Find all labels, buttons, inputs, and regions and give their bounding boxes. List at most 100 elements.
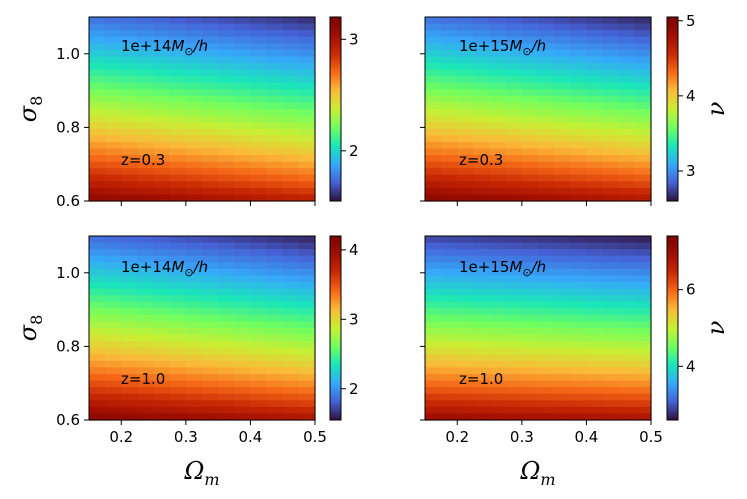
heatmap-cell: [457, 122, 475, 130]
heatmap-cell: [441, 334, 458, 342]
heatmap-cell: [634, 367, 652, 375]
heatmap-cell: [505, 95, 523, 104]
heatmap-cell: [505, 161, 523, 169]
heatmap-cell: [473, 155, 491, 163]
heatmap-cell: [298, 314, 316, 323]
heatmap-cell: [489, 174, 507, 182]
heatmap-cell: [169, 328, 187, 336]
heatmap-cell: [202, 374, 219, 382]
heatmap-cell: [489, 63, 507, 71]
heatmap-cell: [250, 262, 268, 270]
heatmap-cell: [218, 89, 235, 97]
heatmap-cell: [185, 155, 203, 163]
heatmap-cell: [169, 393, 187, 401]
heatmap-cell: [218, 82, 235, 90]
heatmap-cell: [586, 89, 604, 97]
heatmap-cell: [570, 109, 588, 117]
heatmap-cell: [185, 334, 203, 342]
heatmap-cell: [570, 122, 588, 130]
heatmap-cell: [505, 406, 523, 415]
heatmap-cell: [618, 194, 636, 202]
heatmap-cell: [538, 295, 555, 303]
heatmap-cell: [521, 36, 539, 44]
heatmap-cell: [425, 141, 442, 150]
heatmap-cell: [521, 135, 539, 143]
heatmap-cell: [602, 255, 620, 263]
colorbar-tick-label: 4: [349, 241, 359, 259]
heatmap-cell: [105, 282, 122, 290]
heatmap-cell: [185, 63, 203, 71]
heatmap-cell: [473, 135, 491, 143]
heatmap-cell: [137, 69, 155, 77]
heatmap-cell: [202, 109, 219, 117]
heatmap-cell: [105, 328, 122, 336]
heatmap-cell: [457, 374, 475, 382]
heatmap-cell: [634, 275, 652, 283]
heatmap-cell: [473, 406, 491, 415]
heatmap-cell: [137, 334, 155, 342]
heatmap-cell: [153, 347, 171, 355]
heatmap-cell: [505, 288, 523, 296]
heatmap-cell: [250, 380, 268, 388]
heatmap-cell: [202, 268, 219, 277]
heatmap-cell: [250, 308, 268, 316]
heatmap-cell: [586, 148, 604, 156]
heatmap-cell: [570, 102, 588, 110]
heatmap-cell: [521, 187, 539, 196]
heatmap-cell: [218, 109, 235, 117]
heatmap-cell: [137, 43, 155, 51]
heatmap-cell: [105, 181, 122, 189]
heatmap-cell: [234, 249, 252, 257]
heatmap-cell: [153, 282, 171, 290]
heatmap-cell: [634, 122, 652, 130]
heatmap-cell: [554, 354, 571, 362]
heatmap-cell: [202, 187, 219, 196]
heatmap-cell: [521, 63, 539, 71]
heatmap-cell: [89, 393, 106, 401]
heatmap-cell: [602, 76, 620, 84]
heatmap-cell: [586, 354, 604, 362]
heatmap-cell: [618, 360, 636, 369]
heatmap-cell: [105, 367, 122, 375]
heatmap-cell: [586, 367, 604, 375]
heatmap-cell: [121, 321, 139, 329]
heatmap-cell: [121, 181, 139, 189]
heatmap-cell: [121, 282, 139, 290]
heatmap-cell: [250, 17, 268, 25]
heatmap-cell: [602, 288, 620, 296]
colorbar-tick-label: 5: [686, 12, 696, 30]
heatmap-cell: [505, 328, 523, 336]
heatmap-cell: [89, 76, 106, 84]
heatmap-cell: [218, 122, 235, 130]
heatmap-cell: [457, 288, 475, 296]
heatmap-cell: [298, 255, 316, 263]
heatmap-cell: [298, 89, 316, 97]
heatmap-cell: [570, 268, 588, 277]
heatmap-cell: [202, 23, 219, 31]
heatmap-cell: [570, 17, 588, 25]
heatmap-cell: [602, 109, 620, 117]
heatmap-cell: [121, 56, 139, 64]
heatmap-cell: [570, 174, 588, 182]
heatmap-cell: [521, 155, 539, 163]
heatmap-cell: [618, 95, 636, 104]
heatmap-cell: [521, 30, 539, 38]
heatmap-cell: [121, 115, 139, 123]
heatmap-cell: [89, 406, 106, 415]
heatmap-cell: [634, 301, 652, 309]
heatmap-cell: [441, 249, 458, 257]
heatmap-cell: [282, 122, 300, 130]
heatmap-cell: [137, 413, 155, 421]
heatmap-cell: [602, 400, 620, 408]
heatmap-cell: [618, 334, 636, 342]
heatmap-cell: [185, 275, 203, 283]
heatmap-cell: [489, 76, 507, 84]
heatmap-cell: [634, 354, 652, 362]
heatmap-cell: [602, 89, 620, 97]
heatmap-cell: [538, 82, 555, 90]
heatmap-cell: [505, 141, 523, 150]
heatmap-cell: [121, 268, 139, 277]
heatmap-cell: [505, 115, 523, 123]
heatmap-cell: [250, 347, 268, 355]
heatmap-cell: [250, 128, 268, 136]
